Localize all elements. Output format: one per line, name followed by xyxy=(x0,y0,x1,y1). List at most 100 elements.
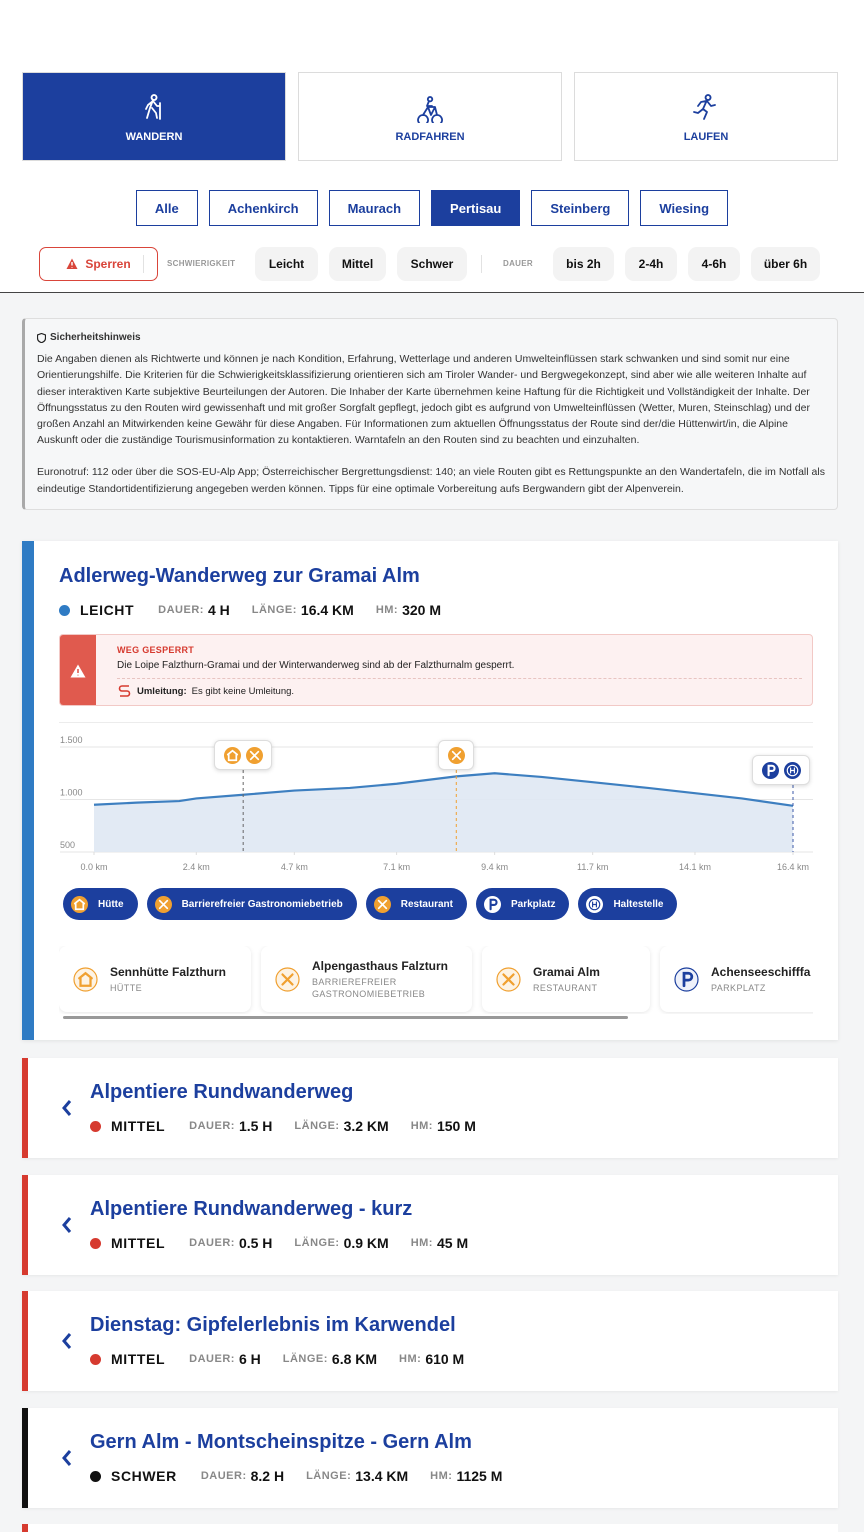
region-button[interactable]: Achenkirch xyxy=(208,190,318,226)
poi-chip[interactable]: Barrierefreier Gastronomiebetrieb xyxy=(146,888,357,920)
poi-chip[interactable]: Haltestelle xyxy=(578,888,678,920)
stat-value: 0.5 H xyxy=(238,1235,273,1251)
glyph xyxy=(226,749,238,761)
icon-glyph xyxy=(226,749,238,761)
route-meta: LEICHT DAUER: 4 H LÄNGE: 16.4 KM HM: 320 M xyxy=(59,601,463,619)
poi-card[interactable]: Gramai Alm RESTAURANT xyxy=(482,946,650,1012)
icon-glyph xyxy=(377,899,387,909)
mode-tab[interactable]: WANDERN xyxy=(22,72,286,161)
x-tick-label: 4.7 km xyxy=(281,862,308,872)
route-meta: MITTEL DAUER: 6 H LÄNGE: 6.8 KM HM: 610 M xyxy=(90,1350,486,1368)
glyph xyxy=(786,764,798,776)
filter-pill[interactable]: Mittel xyxy=(329,247,386,281)
poi-chip[interactable]: Hütte xyxy=(63,888,138,920)
filter-label: SCHWIERIGKEIT xyxy=(167,259,236,268)
mode-tab[interactable]: LAUFEN xyxy=(574,72,838,161)
icon-glyph xyxy=(767,764,776,776)
route-card[interactable] xyxy=(22,1175,838,1275)
icon xyxy=(417,95,443,123)
region-button[interactable]: Pertisau xyxy=(431,190,521,226)
poi-type: HÜTTE xyxy=(110,982,142,993)
notice-title: Sicherheitshinweis xyxy=(37,330,825,346)
poi-type: RESTAURANT xyxy=(533,982,598,993)
route-card[interactable] xyxy=(22,1291,838,1391)
glyph xyxy=(377,899,387,909)
icon xyxy=(761,761,779,779)
detour-icon xyxy=(118,685,131,697)
icon xyxy=(373,895,391,913)
route-card[interactable] xyxy=(22,1408,838,1508)
icon xyxy=(586,895,604,913)
poi-chip-label: Hütte xyxy=(98,898,124,910)
glyph xyxy=(73,898,86,910)
glyph xyxy=(451,750,461,760)
stat-value: 45 M xyxy=(436,1235,469,1251)
stat-value: 1.5 H xyxy=(238,1118,273,1134)
poi-card[interactable]: Sennhütte Falzthurn HÜTTE xyxy=(59,946,251,1012)
poi-name: Gramai Alm xyxy=(533,964,600,979)
poi-marker[interactable] xyxy=(214,740,273,770)
stat-value: 16.4 KM xyxy=(300,602,354,618)
icon xyxy=(693,93,716,120)
closed-filter-label: Sperren xyxy=(85,257,131,271)
icon xyxy=(275,966,300,992)
stat-value: 0.9 KM xyxy=(343,1235,389,1251)
icon xyxy=(154,895,172,913)
mode-tab[interactable]: RADFAHREN xyxy=(298,72,562,161)
closure-icon-block xyxy=(60,635,96,705)
x-tick-label: 2.4 km xyxy=(183,862,210,872)
notice-paragraph: Die Angaben dienen als Richtwerte und kö… xyxy=(37,353,810,447)
difficulty: MITTEL xyxy=(111,1351,166,1367)
poi-card-text: Sennhütte Falzthurn HÜTTE xyxy=(110,965,226,994)
stat-label: LÄNGE: xyxy=(294,1120,340,1132)
poi-chip[interactable]: Restaurant xyxy=(365,888,467,920)
poi-chip[interactable]: Parkplatz xyxy=(475,888,570,920)
expand-chevron xyxy=(62,1100,72,1116)
region-button[interactable]: Steinberg xyxy=(531,190,630,226)
poi-cards: Sennhütte Falzthurn HÜTTE Alpengasthaus Fa… xyxy=(59,946,813,1014)
next-route-edge xyxy=(22,1524,838,1532)
poi-card[interactable]: Alpengasthaus Falzturn BARRIEREFREIER GAS… xyxy=(261,946,472,1012)
closure-text: Die Loipe Falzthurn-Gramai und der Winte… xyxy=(117,660,515,671)
filter-pill[interactable]: bis 2h xyxy=(553,247,614,281)
poi-marker[interactable] xyxy=(438,740,475,770)
poi-card[interactable]: Achenseeschifffa PARKPLATZ xyxy=(660,946,813,1012)
icon-bg xyxy=(71,895,88,913)
filter-pill[interactable]: Leicht xyxy=(255,247,318,281)
poi-type: PARKPLATZ xyxy=(711,982,766,993)
y-tick-label: 1.000 xyxy=(60,788,83,798)
poi-marker[interactable] xyxy=(752,755,810,785)
filter-pill[interactable]: 4-6h xyxy=(688,247,740,281)
stat-label: DAUER: xyxy=(200,1470,247,1482)
icon xyxy=(66,258,78,269)
route-card[interactable] xyxy=(22,1058,838,1158)
elevation-chart: 500 1.000 1.500 0.0 km 2.4 km 4.7 km 7.1 km 9.4… xyxy=(60,735,813,872)
filter-label: DAUER xyxy=(503,259,533,268)
icon xyxy=(71,895,88,913)
icon xyxy=(674,966,699,992)
closed-filter[interactable]: Sperren xyxy=(39,247,158,281)
glyph xyxy=(281,972,294,986)
icon xyxy=(145,93,161,120)
filter-pill[interactable]: über 6h xyxy=(751,247,820,281)
glyph xyxy=(589,898,601,910)
region-button[interactable]: Wiesing xyxy=(640,190,729,226)
x-tick-label: 16.4 km xyxy=(777,862,809,872)
icon-glyph xyxy=(78,971,93,987)
icon-glyph xyxy=(502,972,515,986)
poi-card-text: Gramai Alm RESTAURANT xyxy=(533,965,600,994)
glyph xyxy=(682,971,694,987)
elevation-area xyxy=(94,773,793,852)
filter-pill[interactable]: Schwer xyxy=(397,247,467,281)
elevation-line xyxy=(93,772,794,807)
stat-value: 6 H xyxy=(238,1351,261,1367)
stat-label: LÄNGE: xyxy=(251,604,297,616)
region-button[interactable]: Maurach xyxy=(328,190,421,226)
x-tick-label: 14.1 km xyxy=(679,862,711,872)
glyph xyxy=(789,767,795,773)
region-button[interactable]: Alle xyxy=(135,190,198,226)
stat-value: 150 M xyxy=(436,1118,476,1134)
icon xyxy=(496,966,521,992)
filter-pill[interactable]: 2-4h xyxy=(625,247,677,281)
tab-icon xyxy=(693,93,716,120)
